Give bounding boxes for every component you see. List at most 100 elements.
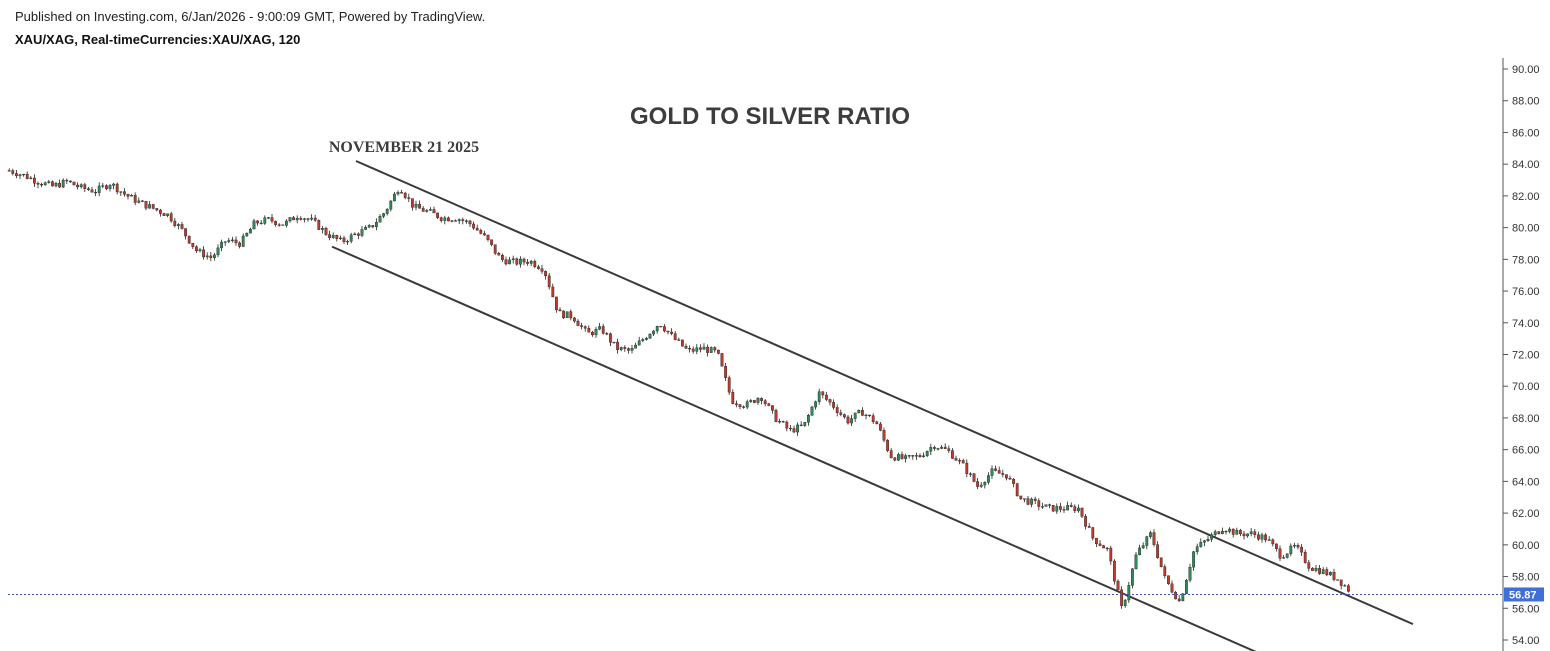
candle-body [1264, 534, 1268, 541]
candle-body [184, 228, 187, 237]
candle [922, 452, 926, 458]
candle [256, 220, 259, 226]
candle [925, 450, 929, 458]
candle-body [1120, 589, 1124, 606]
candle [1343, 584, 1347, 587]
candle [533, 259, 537, 269]
candle [1062, 506, 1066, 513]
candle-body [122, 191, 126, 195]
candle-body [1310, 568, 1314, 571]
candle [889, 448, 893, 459]
candle [580, 322, 584, 330]
candle [504, 256, 508, 266]
candle-body [684, 345, 688, 349]
candle-body [731, 392, 735, 404]
candle-body [1339, 579, 1343, 586]
candle-body [666, 330, 670, 333]
candle [1005, 474, 1008, 481]
candle [501, 253, 504, 262]
candle [1040, 502, 1044, 509]
candle [119, 191, 123, 196]
candle-body [176, 224, 180, 226]
candle [659, 325, 663, 328]
candle-body [814, 401, 818, 408]
candle [202, 246, 205, 260]
candle-body [1282, 557, 1286, 559]
candle-body [1080, 507, 1084, 517]
candle [1213, 529, 1217, 537]
candle [36, 181, 40, 189]
candle [270, 213, 274, 224]
candle-body [447, 217, 450, 222]
candle [583, 325, 587, 332]
candle [1310, 567, 1314, 571]
candle-body [1019, 495, 1023, 499]
candle-body [871, 415, 875, 423]
candle-body [421, 208, 425, 212]
candle [414, 200, 418, 211]
y-tick-label: 58.00 [1512, 572, 1540, 584]
candle [1156, 541, 1160, 559]
candle-body [11, 170, 15, 174]
candle-body [951, 450, 954, 459]
candle-body [573, 317, 576, 322]
candle-body [994, 468, 998, 471]
candle-body [983, 482, 987, 486]
candle [655, 325, 659, 334]
candle-body [342, 237, 346, 242]
candle [472, 221, 475, 230]
candle [1321, 567, 1325, 575]
candle-body [285, 220, 288, 226]
candle [169, 211, 173, 223]
candle [735, 400, 738, 408]
candle [753, 399, 756, 404]
candle-body [1037, 500, 1041, 507]
candle [965, 459, 969, 478]
candle-body [537, 266, 540, 269]
candle [558, 307, 562, 312]
candle [61, 178, 65, 188]
y-tick-label: 90.00 [1512, 64, 1540, 76]
candle-body [1184, 579, 1188, 594]
candle-body [1102, 545, 1106, 549]
candle-body [256, 220, 259, 224]
candle [1303, 549, 1307, 564]
candle-body [897, 454, 900, 461]
candle-body [1109, 547, 1113, 562]
candle [897, 452, 900, 461]
candle-body [1217, 531, 1221, 534]
candle-body [76, 184, 80, 188]
candle-body [889, 450, 893, 459]
candle [133, 192, 137, 206]
candle-body [321, 227, 324, 230]
candle [814, 400, 818, 410]
candle-body [295, 218, 299, 221]
candle-body [1058, 506, 1062, 510]
candle [14, 170, 18, 179]
candle [1220, 527, 1224, 535]
candle-body [1224, 530, 1228, 533]
candle [810, 405, 814, 416]
candle [191, 242, 195, 250]
candle [144, 201, 148, 211]
candle [1296, 543, 1300, 550]
candle-body [1141, 545, 1145, 549]
candle-body [65, 179, 69, 182]
candle-body [1001, 473, 1005, 475]
candle-body [367, 225, 371, 228]
candle [367, 224, 371, 229]
candle [1138, 544, 1142, 556]
candle-body [353, 233, 357, 236]
candlestick-series [7, 168, 1350, 609]
candle [609, 332, 612, 347]
candle [537, 264, 540, 270]
candle [7, 168, 11, 172]
candle-body [623, 347, 627, 349]
candle-body [1069, 505, 1073, 507]
candle-body [108, 185, 112, 189]
candle [252, 218, 256, 230]
candle [591, 330, 594, 337]
candle-body [929, 447, 933, 452]
candle [1231, 528, 1235, 538]
candle [767, 402, 771, 407]
